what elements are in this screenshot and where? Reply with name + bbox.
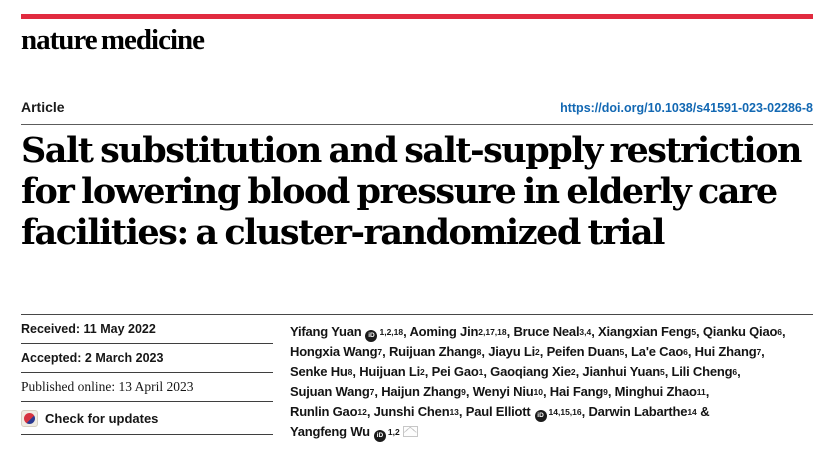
published-date-row: Published online: 13 April 2023	[21, 373, 273, 402]
affiliation-superscript: 6	[777, 326, 782, 337]
doi-link[interactable]: https://doi.org/10.1038/s41591-023-02286…	[560, 101, 813, 115]
journal-logo: nature medicine	[21, 24, 205, 56]
author-line: Yangfeng Wu iD 1,2	[290, 422, 813, 442]
check-for-updates-button[interactable]: Check for updates	[21, 402, 273, 435]
author-name-text: Yifang Yuan	[290, 324, 362, 339]
affiliation-superscript: 2	[570, 366, 576, 377]
author-name-text: Yangfeng Wu	[290, 424, 370, 439]
author-name-text: , Hui Zhang	[687, 344, 757, 359]
affiliation-superscript: 2	[420, 366, 425, 377]
author-name-text: ,	[761, 344, 765, 359]
meta-and-authors: Received: 11 May 2022 Accepted: 2 March …	[21, 314, 813, 442]
affiliation-superscript: 5	[691, 326, 697, 337]
author-name-text: , Xiangxian Feng	[591, 324, 692, 339]
affiliation-superscript: 7	[369, 386, 375, 397]
affiliation-superscript: 2,17,18	[478, 326, 507, 337]
accepted-date-row: Accepted: 2 March 2023	[21, 344, 273, 373]
affiliation-superscript: 13	[449, 406, 459, 417]
author-line: Senke Hu8, Huijuan Li2, Pei Gao1, Gaoqia…	[290, 362, 813, 382]
email-envelope-icon[interactable]	[402, 426, 418, 437]
affiliation-superscript: 1,2,18	[379, 326, 404, 337]
author-name-text: ,	[705, 384, 710, 399]
affiliation-superscript: 12	[357, 406, 367, 417]
affiliation-superscript: 8	[476, 346, 482, 357]
author-line: Sujuan Wang7, Haijun Zhang9, Wenyi Niu10…	[290, 382, 813, 402]
author-name-text: &	[696, 404, 710, 419]
affiliation-superscript: 14,15,16	[548, 406, 582, 417]
author-name-text: , Qianku Qiao	[696, 324, 778, 339]
affiliation-superscript: 2	[535, 346, 540, 357]
author-name-text: , Bruce Neal	[506, 324, 580, 339]
author-name-text: ,	[737, 364, 741, 379]
affiliation-superscript: 7	[756, 346, 762, 357]
orcid-icon[interactable]: iD	[365, 330, 378, 342]
author-name-text: , Junshi Chen	[366, 404, 450, 419]
affiliation-superscript: 7	[377, 346, 383, 357]
author-name-text: , Darwin Labarthe	[581, 404, 688, 419]
author-name-text: , Jiayu Li	[481, 344, 536, 359]
author-name-text: ,	[781, 324, 786, 339]
crossmark-globe-icon	[24, 412, 35, 424]
author-name-text: , Peifen Duan	[539, 344, 620, 359]
published-date: Published online: 13 April 2023	[21, 379, 194, 394]
accepted-date: Accepted: 2 March 2023	[21, 351, 164, 365]
orcid-icon[interactable]: iD	[373, 430, 386, 442]
author-list: Yifang Yuan iD 1,2,18, Aoming Jin2,17,18, …	[273, 315, 813, 442]
affiliation-superscript: 6	[683, 346, 688, 357]
author-name-text: Hongxia Wang	[290, 344, 378, 359]
author-name-text: , Huijuan Li	[352, 364, 421, 379]
affiliation-superscript: 14	[687, 406, 697, 417]
author-name-text: , Pei Gao	[424, 364, 479, 379]
author-line: Yifang Yuan iD 1,2,18, Aoming Jin2,17,18, …	[290, 322, 813, 342]
affiliation-superscript: 5	[619, 346, 625, 357]
article-type-label: Article	[21, 99, 65, 115]
affiliation-superscript: 11	[696, 386, 706, 397]
affiliation-superscript: 5	[659, 366, 665, 377]
author-name-text: Runlin Gao	[290, 404, 358, 419]
article-title-line: for lowering blood pressure in elderly c…	[21, 171, 778, 212]
affiliation-superscript: 6	[732, 366, 738, 377]
author-name-text: Sujuan Wang	[290, 384, 370, 399]
author-name-text: , La'e Cao	[624, 344, 684, 359]
author-line: Hongxia Wang7, Ruijuan Zhang8, Jiayu Li2…	[290, 342, 813, 362]
affiliation-superscript: 9	[461, 386, 466, 397]
article-page: nature medicine Article https://doi.org/…	[21, 14, 813, 442]
article-title-line: facilities: a cluster-randomized trial	[21, 212, 665, 253]
journal-accent-bar	[21, 14, 813, 19]
received-date-row: Received: 11 May 2022	[21, 315, 273, 344]
affiliation-superscript: 10	[533, 386, 543, 397]
article-title: Salt substitution and salt-supply restri…	[21, 130, 813, 253]
article-header-row: Article https://doi.org/10.1038/s41591-0…	[21, 99, 813, 125]
author-name-text: , Jianhui Yuan	[575, 364, 661, 379]
affiliation-superscript: 9	[603, 386, 608, 397]
author-name-text: , Ruijuan Zhang	[382, 344, 477, 359]
author-name-text: , Lili Cheng	[664, 364, 733, 379]
author-name-text: , Hai Fang	[542, 384, 604, 399]
article-title-line: Salt substitution and salt-supply restri…	[21, 130, 802, 171]
orcid-icon[interactable]: iD	[534, 410, 547, 422]
check-for-updates-label: Check for updates	[45, 410, 159, 426]
crossmark-icon	[21, 409, 38, 427]
affiliation-superscript: 1,2	[387, 426, 400, 437]
affiliation-superscript: 3,4	[579, 326, 592, 337]
author-name-text: Senke Hu	[290, 364, 348, 379]
author-name-text: , Gaoqiang Xie	[483, 364, 571, 379]
received-date: Received: 11 May 2022	[21, 322, 156, 336]
affiliation-superscript: 8	[347, 366, 353, 377]
author-name-text: , Minghui Zhao	[607, 384, 697, 399]
meta-column: Received: 11 May 2022 Accepted: 2 March …	[21, 315, 273, 442]
affiliation-superscript: 1	[478, 366, 484, 377]
author-line: Runlin Gao12, Junshi Chen13, Paul Elliot…	[290, 402, 813, 422]
author-name-text: , Haijun Zhang	[374, 384, 462, 399]
author-name-text: , Wenyi Niu	[465, 384, 534, 399]
author-name-text: , Aoming Jin	[403, 324, 479, 339]
author-name-text: , Paul Elliott	[458, 404, 531, 419]
